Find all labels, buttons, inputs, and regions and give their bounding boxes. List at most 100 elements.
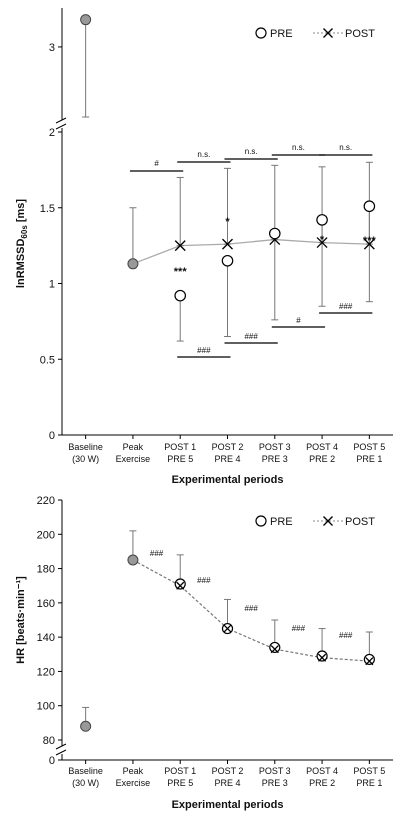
point-peak (127, 258, 139, 270)
y-tick-label: 0 (49, 430, 55, 442)
point-post-stroke-b (223, 624, 232, 633)
x-axis-label: Experimental periods (172, 474, 284, 486)
point-post (365, 657, 374, 666)
point-post (316, 237, 328, 249)
bracket-bottom-label: ### (197, 346, 211, 355)
x-tick-label-line1: Baseline (68, 442, 103, 452)
significance-label: ### (244, 604, 258, 613)
y-tick-label: 140 (37, 632, 55, 644)
y-axis-break-slash-b (55, 749, 67, 756)
point-post-stroke-b (318, 653, 327, 662)
y-tick-label: 0.5 (40, 354, 55, 366)
bracket-top-label: n.s. (292, 143, 305, 152)
x-tick-label-line2: PRE 2 (309, 454, 335, 464)
y-tick-label-upper: 3 (49, 42, 55, 54)
bracket-top-label: n.s. (197, 150, 210, 159)
hr-chart: 80 100 120 140 160 180 200 220 0 Baseline (30 W) Pe… (15, 495, 393, 811)
point-pre (269, 641, 281, 654)
x-tick-label-line2: PRE 5 (167, 778, 193, 788)
x-tick-label-line2: PRE 5 (167, 454, 193, 464)
error-bar-peak (129, 207, 137, 265)
y-tick-label: 120 (37, 666, 55, 678)
point-post-stroke-b (222, 238, 233, 250)
y-tick-label: 180 (37, 564, 55, 576)
hrv-chart: 0 0.5 1 1.5 2 3 Baseline (30 W) Peak Exercise POST… (15, 8, 393, 486)
y-axis-label: HR [beats·min⁻¹] (15, 576, 27, 664)
y-axis-break (55, 743, 68, 756)
point-baseline (80, 720, 92, 732)
y-axis-label-sub: 60s (20, 225, 29, 239)
legend-label-pre: PRE (270, 516, 293, 528)
point-baseline (80, 14, 92, 26)
x-tick-label-line2: PRE 4 (214, 778, 240, 788)
point-pre (268, 227, 281, 240)
significance-label: *** (363, 235, 377, 247)
y-axis-break-slash-a (55, 117, 67, 124)
point-pre (316, 214, 328, 226)
legend-marker-post-stroke-b (323, 28, 333, 38)
significance-label: ### (292, 624, 306, 633)
significance-label: ### (197, 576, 211, 585)
point-pre (221, 254, 234, 267)
x-axis-label: Experimental periods (172, 799, 284, 811)
significance-label: * (320, 234, 325, 246)
bracket-bottom-label: ### (244, 332, 258, 341)
series-line-post (132, 559, 370, 662)
point-post-stroke-b (363, 238, 375, 250)
y-tick-label: 100 (37, 701, 55, 713)
series-line-post (132, 238, 370, 265)
point-post-stroke-b (365, 657, 374, 666)
point-pre (363, 653, 375, 666)
bracket-top-label: n.s. (245, 147, 258, 156)
error-bar-baseline (82, 19, 90, 118)
significance-label: ### (150, 549, 164, 558)
x-tick-label-line1: POST 2 (212, 766, 244, 776)
x-tick-label-line2: PRE 3 (262, 454, 288, 464)
point-post (270, 645, 279, 654)
x-tick-label-line1: POST 5 (353, 442, 385, 452)
x-tick-label-line1: Peak (123, 442, 144, 452)
significance-label: ### (339, 631, 353, 640)
x-tick-label-line1: POST 2 (212, 442, 244, 452)
point-post (318, 653, 327, 662)
x-tick-label-line2: PRE 4 (214, 454, 240, 464)
significance-label: * (225, 216, 230, 228)
point-pre (174, 289, 187, 302)
point-post-stroke-b (176, 581, 185, 590)
legend-label-post: POST (345, 28, 375, 40)
y-axis-label-main: lnRMSSD (15, 239, 27, 289)
x-tick-label-line1: POST 3 (259, 766, 291, 776)
y-axis-break-slash-a (55, 743, 67, 750)
x-tick-label-line1: POST 5 (353, 766, 385, 776)
point-post (174, 240, 186, 252)
legend-marker-post-stroke-b (323, 516, 333, 526)
error-bar-pre (176, 295, 184, 342)
bracket-top-label: # (154, 159, 159, 168)
legend-label-pre: PRE (270, 28, 293, 40)
x-tick-label-line2: (30 W) (72, 778, 99, 788)
y-axis-label: lnRMSSD60s [ms] (15, 199, 29, 288)
point-pre (363, 200, 376, 213)
error-bar-pre (365, 205, 373, 303)
x-tick-label-line1: POST 1 (164, 442, 196, 452)
y-axis-break-slash-b (55, 123, 67, 130)
y-axis-break-gap (56, 120, 68, 128)
y-axis-break (55, 117, 68, 130)
y-tick-label: 1.5 (40, 203, 55, 215)
error-bar-post (176, 176, 184, 247)
x-tick-label-line1: POST 3 (259, 442, 291, 452)
point-post-stroke-b (270, 645, 279, 654)
point-post-stroke-b (174, 240, 186, 252)
point-post-stroke-b (316, 237, 328, 249)
x-tick-label-line2: Exercise (116, 454, 151, 464)
y-axis-label-unit: [ms] (15, 199, 27, 226)
x-tick-label-line1: Baseline (68, 766, 103, 776)
y-tick-label: 160 (37, 598, 55, 610)
y-tick-label: 2 (49, 127, 55, 139)
y-tick-label-zero: 0 (49, 755, 55, 767)
error-bar-post (224, 167, 231, 245)
bracket-bottom-label: # (296, 316, 301, 325)
x-tick-label-line2: PRE 2 (309, 778, 335, 788)
y-tick-label: 200 (37, 529, 55, 541)
legend-marker-post (323, 516, 333, 526)
